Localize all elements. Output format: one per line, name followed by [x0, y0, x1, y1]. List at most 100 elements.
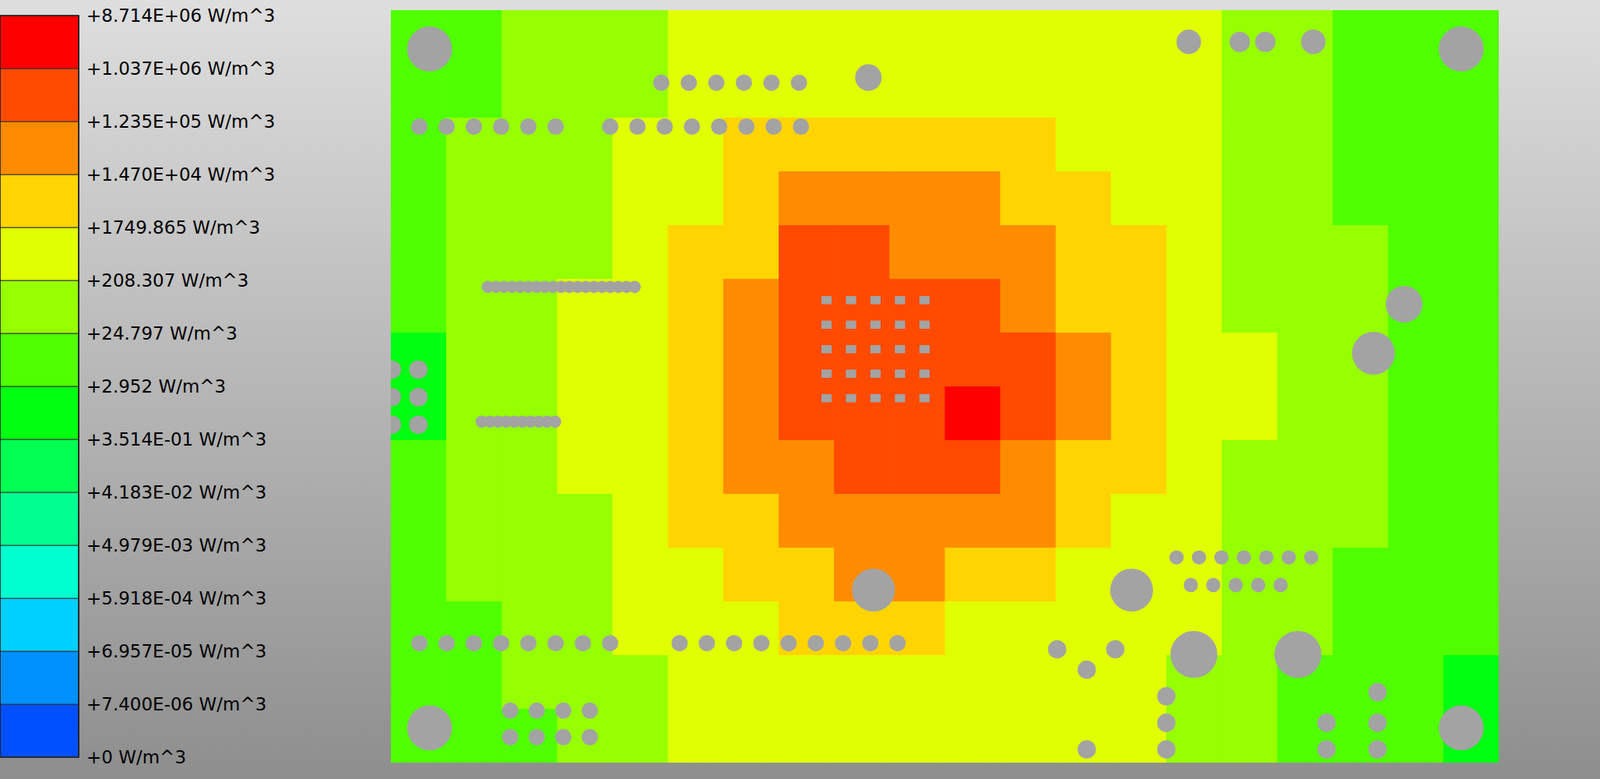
- cell: [889, 63, 946, 119]
- cell: [668, 63, 725, 119]
- pad: [845, 393, 856, 402]
- cell: [1388, 171, 1445, 226]
- cell: [612, 493, 669, 549]
- cell: [1055, 332, 1112, 387]
- cell: [612, 225, 669, 280]
- colorbar-tick: +24.797 W/m^3: [78, 323, 238, 344]
- cell: [723, 171, 780, 226]
- colorbar-tick: +4.183E-02 W/m^3: [78, 481, 267, 503]
- cell: [1276, 439, 1333, 495]
- cell: [889, 171, 946, 226]
- pad: [1304, 549, 1319, 564]
- cell: [1166, 493, 1223, 549]
- cell: [446, 278, 503, 334]
- pad: [680, 74, 697, 92]
- cell: [1000, 10, 1057, 65]
- cell: [1332, 386, 1390, 441]
- board: [390, 10, 1499, 763]
- pad: [752, 634, 770, 651]
- colorbar-tick: +2.952 W/m^3: [78, 376, 226, 397]
- cell: [945, 117, 1002, 173]
- cell: [1221, 332, 1278, 387]
- cell: [1221, 601, 1278, 656]
- cell: [723, 493, 780, 549]
- hole: [407, 26, 453, 72]
- cell: [1388, 708, 1445, 763]
- cell: [1276, 332, 1333, 387]
- cell: [1443, 493, 1499, 549]
- cell: [945, 601, 1002, 656]
- cell: [778, 63, 835, 119]
- cell: [945, 10, 1002, 65]
- cell: [668, 386, 725, 441]
- cell: [1000, 654, 1057, 710]
- cell: [1388, 493, 1445, 549]
- hole: [1110, 568, 1154, 612]
- colorbar-tick: +1.235E+05 W/m^3: [78, 111, 275, 132]
- cell: [1166, 439, 1223, 495]
- pad: [390, 360, 401, 380]
- cell: [1055, 708, 1112, 763]
- cell: [612, 63, 669, 119]
- cell: [778, 10, 835, 65]
- cell: [1166, 225, 1223, 280]
- cell: [1221, 278, 1278, 334]
- cell: [390, 332, 447, 387]
- cell: [945, 493, 1002, 549]
- pad: [629, 118, 646, 135]
- cell: [1000, 439, 1057, 495]
- hole: [1438, 26, 1484, 72]
- pad: [894, 320, 905, 329]
- cell: [1111, 332, 1168, 387]
- cell: [556, 547, 613, 602]
- cell: [612, 547, 669, 602]
- pad: [1047, 640, 1067, 659]
- pad: [581, 728, 598, 746]
- colorbar-tick-label: +8.714E+06 W/m^3: [86, 5, 275, 26]
- pad: [1228, 577, 1243, 592]
- pad: [698, 634, 715, 651]
- pad: [547, 118, 564, 135]
- cell: [1221, 225, 1278, 280]
- cell: [1166, 10, 1223, 65]
- pad: [683, 118, 700, 135]
- cell: [501, 386, 558, 441]
- cell: [1055, 117, 1112, 173]
- colorbar-tick: +4.979E-03 W/m^3: [78, 534, 267, 556]
- pad: [738, 118, 755, 135]
- cell: [1000, 493, 1057, 549]
- cell: [1443, 439, 1499, 495]
- colorbar-tick: +1749.865 W/m^3: [78, 217, 261, 238]
- cell: [1055, 278, 1112, 334]
- cell: [778, 332, 835, 387]
- pad: [653, 74, 670, 92]
- pad: [671, 634, 688, 651]
- cell: [612, 171, 669, 226]
- cell: [668, 439, 725, 495]
- cell: [1000, 278, 1057, 334]
- cell: [778, 386, 835, 441]
- colorbar-band: [0, 492, 79, 546]
- cell: [668, 10, 725, 65]
- cell: [390, 601, 447, 656]
- pad: [919, 393, 930, 402]
- pad: [807, 634, 824, 651]
- pad: [845, 369, 856, 377]
- colorbar-band: [0, 15, 79, 69]
- pad: [1183, 577, 1198, 592]
- cell: [668, 601, 725, 656]
- cell: [501, 493, 558, 549]
- cell: [1221, 654, 1278, 710]
- cell: [945, 439, 1002, 495]
- cell: [778, 439, 835, 495]
- cell: [1000, 225, 1057, 280]
- pad: [438, 634, 455, 651]
- cell: [1111, 386, 1168, 441]
- cell: [1221, 439, 1278, 495]
- cell: [612, 601, 669, 656]
- pad: [919, 320, 930, 329]
- cell: [390, 117, 447, 173]
- cell: [501, 10, 558, 65]
- colorbar-tick-label: +4.979E-03 W/m^3: [86, 534, 267, 556]
- cell: [945, 171, 1002, 226]
